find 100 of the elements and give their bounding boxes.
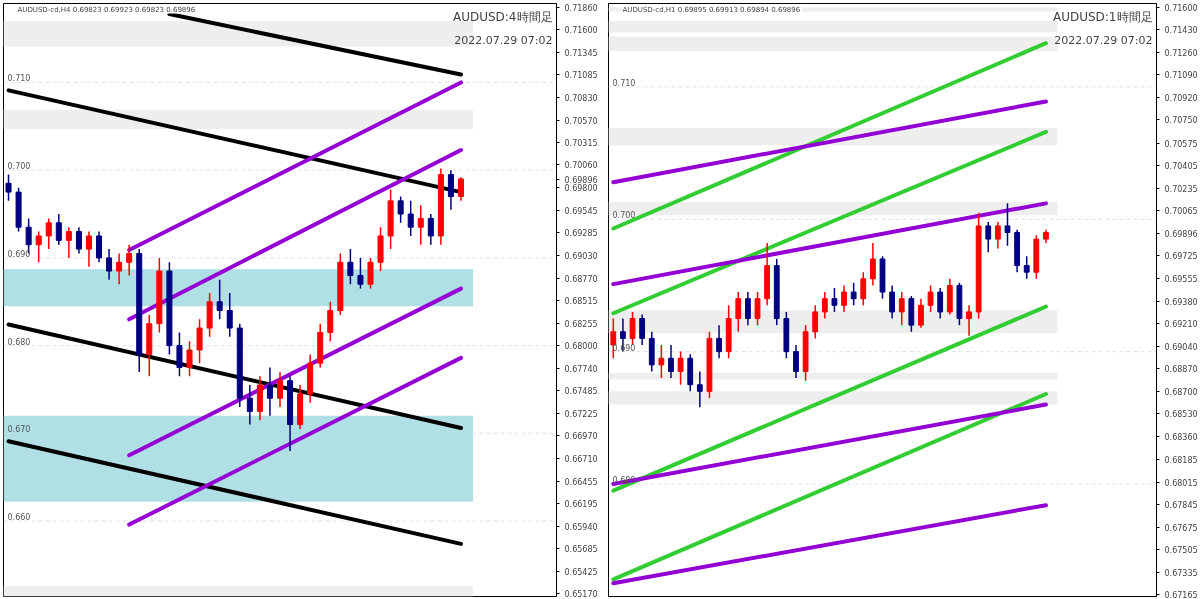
- candlestick: [754, 291, 761, 326]
- ref-line-label: 0.710: [612, 78, 636, 88]
- y-tick-label: 0.70235: [1164, 184, 1198, 194]
- candlestick: [831, 287, 838, 313]
- y-tick-label: 0.66195: [564, 500, 598, 510]
- candlestick: [85, 230, 92, 268]
- candlestick: [457, 176, 464, 202]
- candlestick: [347, 248, 354, 285]
- candlestick: [397, 195, 404, 224]
- candlestick: [860, 271, 867, 307]
- candlestick: [639, 313, 646, 346]
- y-tick-label: 0.66710: [564, 455, 598, 465]
- ref-line-label: 0.700: [612, 211, 636, 221]
- candlestick: [735, 291, 742, 333]
- y-tick-label: 0.70750: [1164, 116, 1198, 126]
- y-tick-label: 0.71090: [1164, 71, 1198, 81]
- y-tick-label: 0.66455: [564, 477, 598, 487]
- candlestick: [869, 242, 876, 287]
- candlestick: [45, 217, 52, 250]
- ref-line-label: 0.680: [7, 337, 31, 347]
- y-tick-label: 0.68000: [564, 342, 598, 352]
- text: AUDUSD:1時間足: [1052, 9, 1153, 24]
- y-tick-label: 0.69040: [1164, 342, 1198, 352]
- candlestick: [35, 230, 42, 264]
- candlestick: [186, 340, 193, 378]
- y-tick-label: 0.69545: [564, 206, 598, 216]
- candlestick: [927, 284, 934, 313]
- candlestick: [176, 331, 183, 378]
- y-tick-label: 0.67845: [1164, 501, 1198, 511]
- y-tick-label: 0.65940: [564, 522, 598, 532]
- candlestick: [745, 291, 751, 326]
- candlestick: [937, 287, 944, 320]
- candlestick: [966, 304, 972, 337]
- y-tick-label: 0.65685: [564, 545, 598, 555]
- candlestick: [226, 292, 233, 338]
- y-tick-label: 0.69210: [1164, 320, 1198, 330]
- candlestick: [216, 279, 223, 321]
- candlestick: [407, 200, 414, 237]
- candlestick: [96, 230, 103, 264]
- text: 2022.07.29 07:02: [454, 33, 553, 47]
- y-tick-label: 0.69800: [564, 184, 598, 194]
- candlestick: [196, 318, 203, 364]
- candlestick: [106, 248, 113, 281]
- y-tick-label: 0.67740: [564, 364, 598, 374]
- y-tick-label: 0.70060: [564, 161, 598, 171]
- y-tick-label: 0.69555: [1164, 274, 1198, 284]
- candlestick: [276, 371, 284, 408]
- candlestick: [716, 324, 722, 359]
- y-tick-label: 0.70315: [564, 139, 598, 149]
- y-tick-label: 0.71260: [1164, 48, 1198, 58]
- y-tick-label: 0.70570: [564, 116, 598, 126]
- candlestick: [266, 366, 273, 417]
- candlestick: [447, 169, 454, 211]
- candlestick: [677, 350, 684, 386]
- y-tick-label: 0.69725: [1164, 252, 1198, 262]
- ref-line-label: 0.690: [7, 249, 31, 259]
- candlestick: [658, 344, 665, 379]
- y-tick-label: 0.67505: [1164, 546, 1198, 556]
- y-tick-label: 0.68530: [1164, 410, 1198, 420]
- ref-line-label: 0.710: [7, 74, 31, 84]
- text: AUDUSD:4時間足: [452, 9, 553, 24]
- ref-line-label: 0.700: [7, 162, 31, 172]
- candlestick: [985, 221, 992, 254]
- y-tick-label: 0.69030: [564, 251, 598, 261]
- y-tick-label: 0.71085: [564, 71, 598, 81]
- y-tick-label: 0.71600: [564, 26, 598, 36]
- candlestick: [5, 173, 12, 202]
- candlestick: [357, 257, 364, 290]
- candlestick: [994, 221, 1001, 250]
- ref-line-label: 0.670: [7, 425, 31, 435]
- y-tick-label: 0.67675: [1164, 523, 1198, 533]
- candlestick: [793, 344, 799, 379]
- y-tick-label: 0.67165: [1164, 591, 1198, 599]
- y-tick-label: 0.71860: [564, 3, 598, 13]
- y-tick-label: 0.67335: [1164, 568, 1198, 578]
- y-tick-label: 0.68360: [1164, 432, 1198, 442]
- text: 2022.07.29 07:02: [1054, 33, 1153, 47]
- y-tick-label: 0.68515: [564, 296, 598, 306]
- y-tick-label: 0.69896: [1164, 229, 1198, 239]
- candlestick: [668, 344, 674, 379]
- y-tick-label: 0.70065: [1164, 207, 1198, 217]
- candlestick: [629, 311, 636, 346]
- y-tick-label: 0.65170: [564, 590, 598, 599]
- candlestick: [1023, 255, 1030, 280]
- candlestick: [75, 226, 82, 255]
- ref-line-label: 0.660: [7, 513, 31, 523]
- y-tick-label: 0.70830: [564, 93, 598, 103]
- candlestick: [327, 301, 334, 342]
- candlestick: [55, 213, 62, 246]
- y-tick-label: 0.71430: [1164, 26, 1198, 36]
- y-tick-label: 0.66970: [564, 432, 598, 442]
- candlestick: [427, 213, 434, 246]
- y-tick-label: 0.68870: [1164, 365, 1198, 375]
- candlestick: [821, 291, 828, 320]
- candlestick: [246, 384, 253, 426]
- candlestick: [898, 291, 905, 326]
- candlestick: [417, 204, 424, 246]
- y-tick-label: 0.71600: [1164, 3, 1198, 13]
- y-tick-label: 0.68255: [564, 319, 598, 329]
- candlestick: [889, 284, 896, 320]
